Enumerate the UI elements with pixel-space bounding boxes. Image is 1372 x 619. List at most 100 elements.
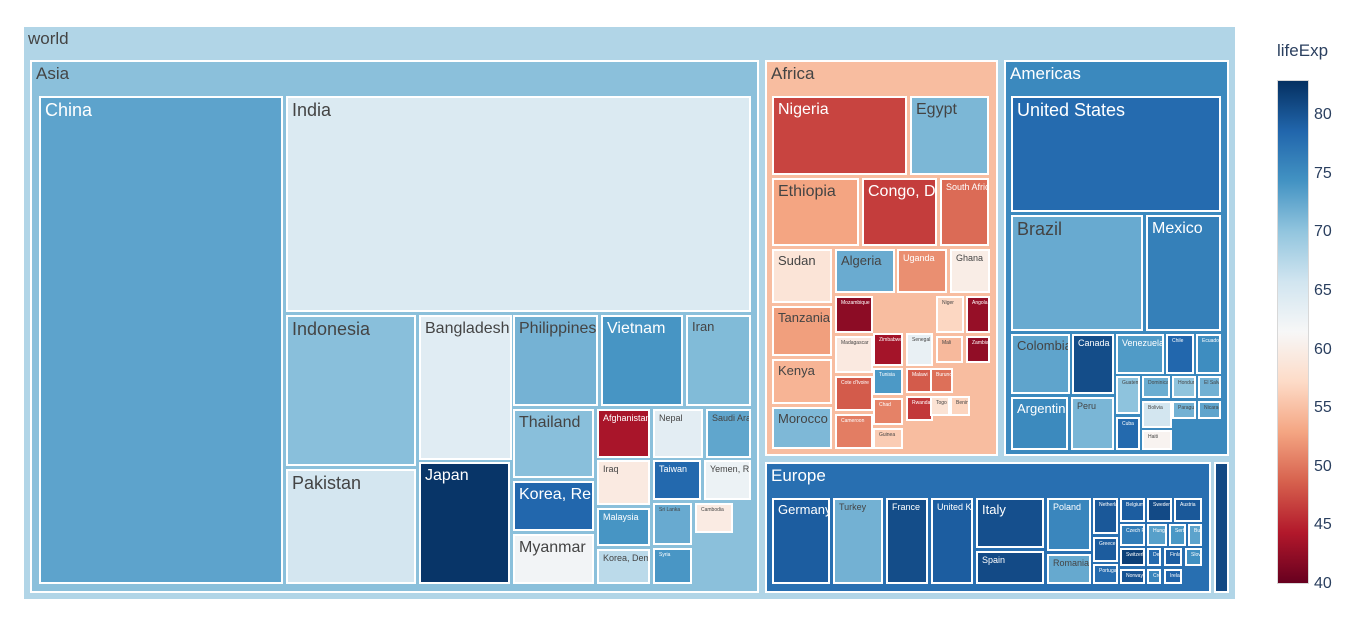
treemap-cell-togo[interactable]: Togo	[930, 396, 950, 416]
treemap-cell-uganda[interactable]: Uganda	[897, 249, 947, 293]
treemap-cell-canada[interactable]: Canada	[1072, 334, 1114, 394]
treemap-cell-senegal[interactable]: Senegal	[906, 333, 933, 366]
treemap-cell-malaysia[interactable]: Malaysia	[597, 508, 650, 546]
treemap-cell-thailand[interactable]: Thailand	[513, 409, 594, 478]
treemap-cell-brazil[interactable]: Brazil	[1011, 215, 1143, 331]
treemap-cell-netherlands[interactable]: Netherlands	[1093, 498, 1118, 534]
treemap-cell-afghanistan[interactable]: Afghanistan	[597, 409, 650, 458]
treemap-cell-chile[interactable]: Chile	[1166, 334, 1194, 374]
treemap-cell-guatemala[interactable]: Guatemala	[1116, 376, 1140, 414]
treemap-cell-norway[interactable]: Norway	[1120, 569, 1145, 584]
treemap-cell-nicaragua[interactable]: Nicaragua	[1198, 401, 1221, 419]
treemap-cell-mali[interactable]: Mali	[936, 336, 963, 363]
treemap-cell-china-label: China	[45, 100, 93, 120]
treemap-cell-haiti[interactable]: Haiti	[1142, 430, 1172, 450]
treemap-cell-bolivia[interactable]: Bolivia	[1142, 401, 1172, 428]
treemap-cell-burundi[interactable]: Burundi	[930, 368, 953, 393]
treemap-cell-bulgaria[interactable]: Bulgaria	[1188, 524, 1202, 546]
treemap-cell-cuba[interactable]: Cuba	[1116, 417, 1140, 450]
treemap-cell-paraguay[interactable]: Paraguay	[1172, 401, 1196, 419]
treemap-cell-sri-lanka[interactable]: Sri Lanka	[653, 503, 692, 545]
treemap-cell-serbia[interactable]: Serbia	[1169, 524, 1186, 546]
treemap-cell-united-kingdom[interactable]: United Kingdom	[931, 498, 973, 584]
treemap-cell-cambodia[interactable]: Cambodia	[695, 503, 733, 533]
treemap-cell-denmark[interactable]: Denmark	[1147, 548, 1161, 566]
treemap-cell-bangladesh[interactable]: Bangladesh	[419, 315, 512, 460]
treemap-cell-taiwan[interactable]: Taiwan	[653, 460, 701, 500]
treemap-cell-chad[interactable]: Chad	[873, 398, 903, 425]
treemap-cell-syria[interactable]: Syria	[653, 548, 692, 584]
treemap-cell-philippines[interactable]: Philippines	[513, 315, 598, 406]
treemap-cell-kenya[interactable]: Kenya	[772, 359, 832, 404]
treemap-cell-angola[interactable]: Angola	[966, 296, 990, 333]
treemap-cell-japan[interactable]: Japan	[419, 462, 510, 584]
treemap-cell-switzerland[interactable]: Switzerland	[1120, 548, 1145, 566]
treemap-cell-ireland[interactable]: Ireland	[1164, 569, 1182, 584]
treemap-cell-spain[interactable]: Spain	[976, 551, 1044, 584]
treemap-cell-pakistan[interactable]: Pakistan	[286, 469, 416, 584]
treemap-cell-mexico[interactable]: Mexico	[1146, 215, 1221, 331]
treemap-cell-iraq-label: Iraq	[603, 464, 619, 474]
treemap-cell-iraq[interactable]: Iraq	[597, 460, 650, 505]
treemap-cell-zambia[interactable]: Zambia	[966, 336, 990, 363]
treemap-cell-south-africa[interactable]: South Africa	[940, 178, 989, 246]
treemap-cell-colombia[interactable]: Colombia	[1011, 334, 1070, 394]
treemap-cell-congo-dem-rep[interactable]: Congo, Dem. Rep.	[862, 178, 937, 246]
treemap-cell-indonesia[interactable]: Indonesia	[286, 315, 416, 466]
treemap-cell-venezuela[interactable]: Venezuela	[1116, 334, 1164, 374]
treemap-cell-madagascar[interactable]: Madagascar	[835, 336, 873, 373]
treemap-cell-iran[interactable]: Iran	[686, 315, 751, 406]
treemap-cell-italy[interactable]: Italy	[976, 498, 1044, 548]
treemap-cell-finland[interactable]: Finland	[1164, 548, 1182, 566]
treemap-cell-cameroon[interactable]: Cameroon	[835, 414, 873, 449]
treemap-cell-ghana[interactable]: Ghana	[950, 249, 990, 293]
treemap-cell-belgium[interactable]: Belgium	[1120, 498, 1145, 522]
treemap-cell-benin[interactable]: Benin	[950, 396, 970, 416]
treemap-cell-dominican-republic[interactable]: Dominican Republic	[1142, 376, 1170, 398]
treemap-cell-sweden[interactable]: Sweden	[1147, 498, 1172, 522]
treemap-cell-korea-rep[interactable]: Korea, Rep.	[513, 481, 594, 531]
treemap-cell-croatia[interactable]: Croatia	[1147, 569, 1161, 584]
treemap-cell-romania[interactable]: Romania	[1047, 554, 1091, 584]
treemap-cell-honduras[interactable]: Honduras	[1172, 376, 1196, 398]
treemap-cell-morocco[interactable]: Morocco	[772, 407, 832, 449]
treemap-cell-czech-republic[interactable]: Czech Republic	[1120, 524, 1145, 546]
treemap-cell-united-states[interactable]: United States	[1011, 96, 1221, 212]
treemap-cell-mozambique[interactable]: Mozambique	[835, 296, 873, 333]
treemap-cell-zimbabwe[interactable]: Zimbabwe	[873, 333, 903, 366]
treemap-region-region-4[interactable]	[1214, 462, 1229, 593]
treemap-cell-hungary[interactable]: Hungary	[1147, 524, 1167, 546]
treemap-cell-sudan[interactable]: Sudan	[772, 249, 832, 303]
treemap-cell-peru[interactable]: Peru	[1071, 397, 1114, 450]
treemap-cell-nigeria[interactable]: Nigeria	[772, 96, 907, 175]
treemap-cell-tanzania[interactable]: Tanzania	[772, 306, 832, 356]
treemap-cell-egypt[interactable]: Egypt	[910, 96, 989, 175]
treemap-cell-france[interactable]: France	[886, 498, 928, 584]
treemap-cell-nepal[interactable]: Nepal	[653, 409, 703, 458]
treemap-cell-austria[interactable]: Austria	[1174, 498, 1202, 522]
treemap-cell-korea-dem-rep[interactable]: Korea, Dem. Rep.	[597, 549, 650, 584]
treemap-cell-turkey[interactable]: Turkey	[833, 498, 883, 584]
treemap-cell-portugal[interactable]: Portugal	[1093, 564, 1118, 584]
treemap-cell-vietnam[interactable]: Vietnam	[601, 315, 683, 406]
treemap-cell-myanmar[interactable]: Myanmar	[513, 534, 594, 584]
treemap-cell-ecuador[interactable]: Ecuador	[1196, 334, 1221, 374]
treemap-cell-poland[interactable]: Poland	[1047, 498, 1091, 551]
treemap-cell-guinea[interactable]: Guinea	[873, 428, 903, 449]
treemap-cell-yemen-rep[interactable]: Yemen, Rep.	[704, 460, 751, 500]
treemap-cell-el-salvador[interactable]: El Salvador	[1198, 376, 1221, 398]
treemap-cell-argentina[interactable]: Argentina	[1011, 397, 1068, 450]
treemap-cell-cote-d-ivoire[interactable]: Cote d'Ivoire	[835, 376, 873, 411]
treemap-cell-algeria[interactable]: Algeria	[835, 249, 895, 293]
treemap-cell-malawi[interactable]: Malawi	[906, 368, 933, 393]
treemap-cell-germany[interactable]: Germany	[772, 498, 830, 584]
treemap-cell-india[interactable]: India	[286, 96, 751, 312]
treemap-cell-rwanda[interactable]: Rwanda	[906, 396, 933, 421]
treemap-cell-slovak-republic[interactable]: Slovak Republic	[1185, 548, 1202, 566]
treemap-cell-niger[interactable]: Niger	[936, 296, 964, 333]
treemap-cell-ethiopia[interactable]: Ethiopia	[772, 178, 859, 246]
treemap-cell-saudi-arabia[interactable]: Saudi Arabia	[706, 409, 751, 458]
treemap-cell-tunisia[interactable]: Tunisia	[873, 368, 903, 395]
treemap-cell-china[interactable]: China	[39, 96, 283, 584]
treemap-cell-greece[interactable]: Greece	[1093, 537, 1118, 562]
